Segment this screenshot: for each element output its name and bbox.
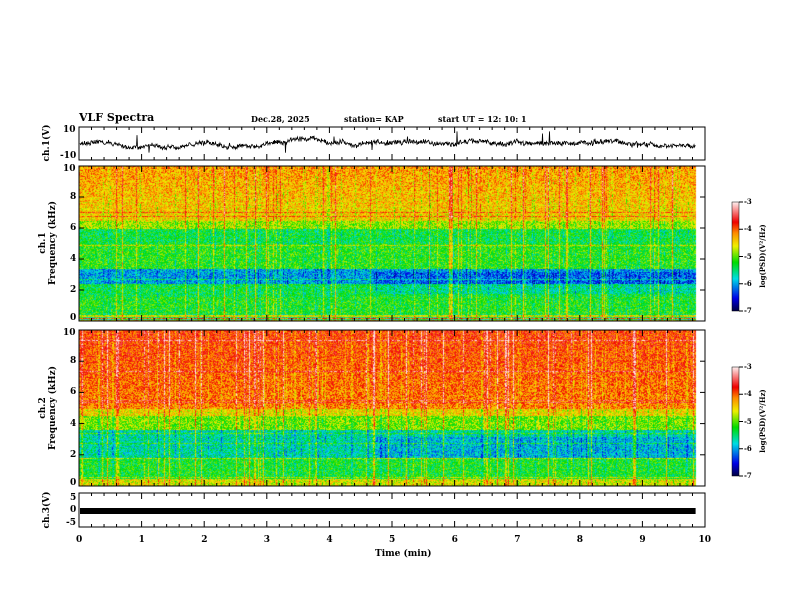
x-axis-label: Time (min) [375, 549, 432, 559]
panel-frame [78, 329, 706, 487]
colorbar-frame [731, 201, 740, 312]
date-label: Dec.28, 2025 [251, 114, 310, 124]
colorbar-tick-label: -3 [744, 197, 752, 206]
x-tick-label: 0 [76, 535, 83, 545]
frequency-label: Frequency (kHz) [48, 200, 58, 286]
colorbar-tick-label: -4 [744, 389, 752, 399]
y-tick-label: 0 [70, 505, 77, 515]
ch1-colorbar-label: log(PSD)(V²/Hz) [758, 224, 767, 288]
y-tick-label: -10 [60, 151, 77, 161]
y-tick-label: 10 [63, 164, 76, 174]
colorbar-tick-label: -4 [744, 224, 752, 234]
y-tick-label: 8 [70, 356, 77, 367]
ch3-waveform-ylabel: ch.3(V) [42, 491, 52, 529]
y-tick-label: 4 [70, 418, 77, 429]
station-label: station= KAP [344, 114, 404, 124]
x-tick-label: 2 [201, 535, 208, 545]
x-tick-label: 7 [514, 535, 521, 545]
frequency-label: Frequency (kHz) [48, 365, 58, 451]
y-tick-label: 4 [70, 254, 77, 264]
ch2-spectrogram-ylabel: ch.2 Frequency (kHz) [38, 366, 58, 450]
colorbar-tick-label: -3 [744, 362, 752, 371]
colorbar-tick-label: -7 [744, 306, 752, 315]
ch1-waveform-line [79, 131, 696, 153]
ch3-waveform-line [80, 508, 696, 514]
start-time-label: start UT = 12: 10: 1 [438, 114, 527, 124]
y-tick-label: 10 [63, 125, 76, 135]
figure-title: VLF Spectra [79, 111, 155, 124]
ch2-spectrogram [79, 330, 705, 486]
x-tick-label: 1 [138, 535, 145, 545]
x-tick-label: 10 [698, 535, 712, 545]
ch2-colorbar [732, 367, 739, 476]
ch1-waveform-ylabel: ch.1(V) [42, 124, 52, 162]
colorbar-tick-label: -6 [744, 278, 752, 288]
ch1-spectrogram-ylabel: ch.1 Frequency (kHz) [38, 201, 58, 285]
colorbar-tick-label: -6 [744, 443, 752, 453]
y-tick-label: -5 [66, 518, 76, 528]
y-tick-label: 0 [70, 478, 77, 488]
ch1-spectrogram [79, 166, 705, 321]
y-tick-label: 0 [70, 313, 77, 323]
x-tick-label: 6 [451, 535, 458, 545]
colorbar-tick-label: -7 [744, 471, 752, 480]
ch1-label: ch.1 [38, 232, 48, 254]
x-tick-label: 8 [576, 535, 584, 545]
y-tick-label: 8 [70, 192, 77, 202]
colorbar-frame [731, 366, 740, 477]
x-tick-label: 9 [639, 535, 646, 545]
y-tick-label: 2 [70, 285, 77, 295]
panel-frame [78, 165, 706, 322]
y-tick-label: 6 [70, 223, 77, 233]
colorbar-tick-label: -5 [744, 251, 752, 261]
y-tick-label: 2 [70, 449, 77, 460]
ch1-colorbar [732, 202, 739, 311]
colorbar-tick-label: -5 [744, 416, 752, 426]
x-tick-label: 5 [389, 535, 396, 545]
x-tick-label: 3 [263, 535, 271, 545]
y-tick-label: 10 [63, 328, 76, 338]
x-tick-label: 4 [326, 535, 333, 545]
y-tick-label: 5 [70, 493, 77, 503]
ch2-label: ch.2 [38, 397, 48, 419]
ch2-colorbar-label: log(PSD)(V²/Hz) [758, 389, 767, 453]
y-tick-label: 6 [70, 387, 77, 398]
